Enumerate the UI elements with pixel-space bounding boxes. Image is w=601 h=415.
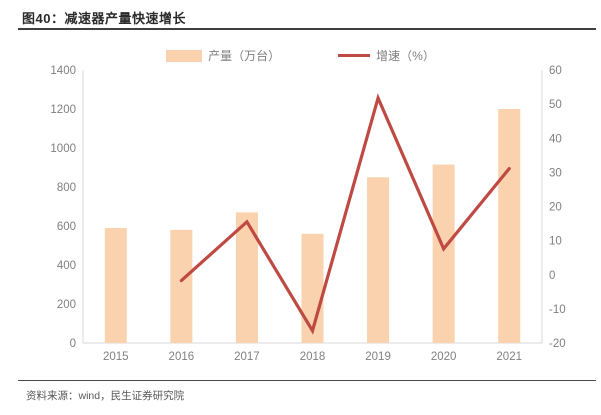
left-axis-tick-label: 1000 xyxy=(50,143,76,155)
growth-rate-line xyxy=(179,93,511,335)
bar-2019 xyxy=(367,177,390,343)
bar-2020 xyxy=(432,164,455,343)
x-axis-label-2016: 2016 xyxy=(169,351,195,363)
bar-2017 xyxy=(235,212,258,343)
right-axis-tick-label: 0 xyxy=(549,270,555,282)
combo-chart: 0 200 400 600 800 1000 1200 1400 -20 -10 0 10 20 30 40… xyxy=(50,65,566,363)
right-axis-tick-label: 10 xyxy=(549,236,562,248)
line-swatch-icon xyxy=(338,54,371,57)
bar-2021 xyxy=(498,109,521,343)
title-divider xyxy=(18,28,596,30)
x-axis-label-2021: 2021 xyxy=(496,351,522,363)
right-axis-tick-label: -20 xyxy=(549,338,566,350)
x-axis-label-2019: 2019 xyxy=(365,351,391,363)
bar-2015 xyxy=(104,227,127,343)
x-axis-label-2015: 2015 xyxy=(103,351,129,363)
left-axis-tick-label: 1200 xyxy=(50,104,76,116)
x-axis-label-2020: 2020 xyxy=(431,351,457,363)
right-axis-tick-label: 30 xyxy=(549,167,562,179)
left-axis-tick-label: 600 xyxy=(57,221,76,233)
legend-label-production: 产量（万台） xyxy=(208,49,281,63)
x-axis-label-2017: 2017 xyxy=(234,351,260,363)
left-axis-tick-label: 400 xyxy=(57,260,76,272)
footer-divider xyxy=(18,380,596,381)
left-axis-tick-label: 1400 xyxy=(50,65,76,77)
legend-item-production: 产量（万台） xyxy=(166,47,280,64)
right-axis-tick-label: 60 xyxy=(549,65,562,77)
legend: 产量（万台） 增速（%） xyxy=(0,47,601,64)
right-axis-tick-label: -10 xyxy=(549,304,566,316)
left-axis-tick-label: 800 xyxy=(57,182,76,194)
bar-2016 xyxy=(170,229,193,343)
legend-item-growth: 增速（%） xyxy=(338,47,435,64)
left-axis-tick-label: 0 xyxy=(70,338,76,350)
x-axis-label-2018: 2018 xyxy=(300,351,326,363)
right-axis-tick-label: 40 xyxy=(549,133,562,145)
right-axis-tick-label: 20 xyxy=(549,202,562,214)
bar-swatch-icon xyxy=(166,49,203,62)
legend-label-growth: 增速（%） xyxy=(376,49,435,63)
figure-title: 图40：减速器产量快速增长 xyxy=(22,11,186,26)
data-source: 资料来源：wind，民生证券研究院 xyxy=(26,390,185,402)
left-axis-tick-label: 200 xyxy=(57,299,76,311)
right-axis-tick-label: 50 xyxy=(549,99,562,111)
